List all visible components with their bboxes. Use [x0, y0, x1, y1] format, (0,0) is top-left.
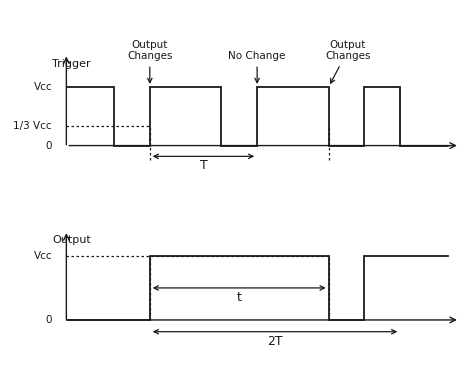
Text: Output
Changes: Output Changes — [127, 40, 173, 83]
Text: Trigger: Trigger — [52, 59, 91, 69]
Text: 0: 0 — [46, 315, 52, 325]
Text: Vcc: Vcc — [34, 82, 52, 92]
Text: No Change: No Change — [228, 51, 286, 83]
Text: t: t — [237, 291, 242, 304]
Text: Output
Changes: Output Changes — [325, 40, 371, 83]
Text: 0: 0 — [46, 141, 52, 150]
Text: 2T: 2T — [267, 335, 283, 348]
Text: T: T — [200, 159, 207, 172]
Text: Output: Output — [52, 235, 91, 244]
Text: 1/3 Vcc: 1/3 Vcc — [13, 121, 52, 131]
Text: Vcc: Vcc — [34, 251, 52, 261]
